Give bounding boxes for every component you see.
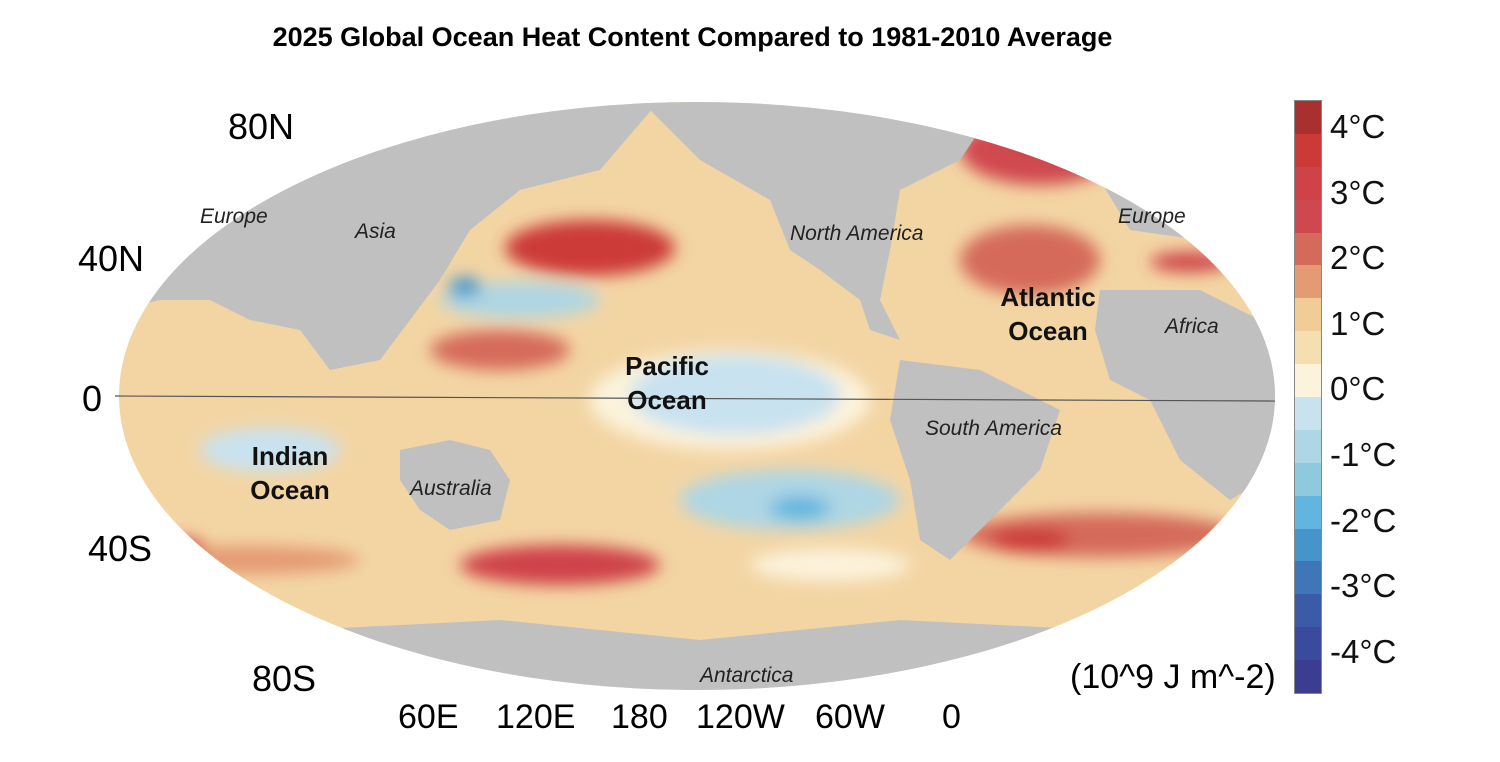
chart-title: 2025 Global Ocean Heat Content Compared … — [272, 22, 1113, 52]
colorbar-bin — [1295, 331, 1321, 365]
colorbar-bin — [1295, 594, 1321, 628]
label-atlantic-2: Ocean — [1008, 316, 1088, 346]
colorbar-bin — [1295, 462, 1321, 496]
colorbar-tick-label: -3°C — [1330, 567, 1397, 605]
label-indian-2: Ocean — [250, 475, 330, 505]
colorbar-tick-label: 3°C — [1330, 173, 1386, 211]
label-asia: Asia — [353, 220, 396, 243]
colorbar-bin — [1295, 265, 1321, 299]
colorbar-bin — [1295, 660, 1321, 694]
colorbar-bin — [1295, 495, 1321, 529]
lon-label-120w: 120W — [696, 698, 785, 736]
australia — [400, 440, 510, 530]
label-pacific-1: Pacific — [625, 351, 709, 381]
lat-label-80n: 80N — [228, 106, 295, 147]
lon-label-120e: 120E — [496, 698, 576, 736]
label-antarctica: Antarctica — [698, 664, 793, 687]
colorbar-bin — [1295, 397, 1321, 430]
colorbar-tick-label: 2°C — [1330, 239, 1386, 277]
colorbar — [1294, 100, 1322, 694]
equator-line — [114, 395, 1276, 402]
label-north-america: North America — [790, 222, 923, 245]
colorbar-bin — [1295, 166, 1321, 200]
colorbar-bin — [1295, 561, 1321, 595]
label-indian-1: Indian — [252, 441, 329, 471]
colorbar-tick-label: -2°C — [1330, 501, 1397, 539]
label-europe-east: Europe — [1118, 205, 1186, 228]
colorbar-tick-label: -1°C — [1330, 436, 1397, 473]
north-america — [640, 102, 1000, 340]
colorbar-tick-label: 4°C — [1330, 108, 1386, 145]
lon-label-0: 0 — [942, 698, 961, 736]
colorbar-bin — [1295, 364, 1321, 398]
lon-label-60e: 60E — [398, 698, 459, 736]
colorbar-bin — [1295, 133, 1321, 167]
colorbar-bin — [1295, 528, 1321, 562]
lat-label-40s: 40S — [88, 528, 153, 569]
label-pacific-2: Ocean — [627, 385, 707, 415]
lat-label-80s: 80S — [252, 658, 317, 699]
colorbar-tick-label: 0°C — [1330, 370, 1386, 408]
colorbar-bin — [1295, 101, 1321, 134]
colorbar-tick-label: 1°C — [1330, 304, 1386, 342]
colorbar-bin — [1295, 232, 1321, 266]
south-america — [890, 360, 1060, 560]
colorbar-bin — [1295, 429, 1321, 463]
label-atlantic-1: Atlantic — [1000, 282, 1095, 312]
label-south-america: South America — [925, 417, 1062, 440]
africa — [1095, 290, 1275, 500]
label-australia: Australia — [408, 477, 492, 500]
lat-label-40n: 40N — [78, 238, 145, 279]
lon-label-180: 180 — [611, 698, 668, 736]
unit-label: (10^9 J m^-2) — [1070, 658, 1276, 696]
lon-label-60w: 60W — [815, 698, 885, 736]
colorbar-bin — [1295, 298, 1321, 332]
colorbar-bin — [1295, 627, 1321, 661]
label-africa: Africa — [1163, 315, 1219, 338]
label-europe-west: Europe — [200, 205, 268, 228]
colorbar-bin — [1295, 199, 1321, 233]
colorbar-tick-label: -4°C — [1330, 632, 1397, 670]
lat-label-0: 0 — [82, 378, 103, 419]
